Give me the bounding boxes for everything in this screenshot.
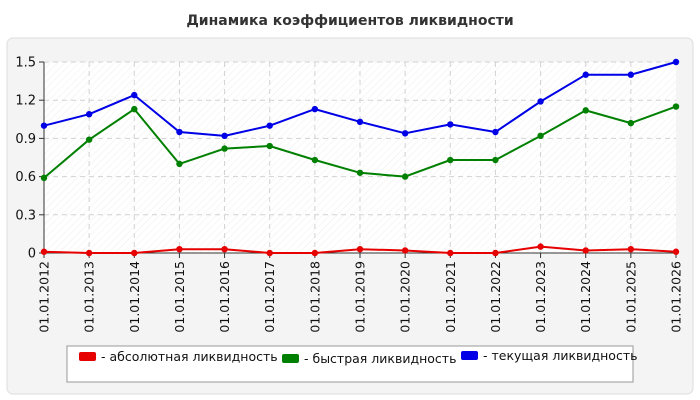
data-point-series-2 [401,173,409,180]
data-point-series-1 [85,249,93,257]
data-point-series-1 [356,245,364,253]
legend-swatch-1 [79,352,96,361]
data-point-series-1 [627,245,635,253]
data-point-series-2 [311,156,319,164]
x-tick-label: 01.01.2021 [443,261,458,333]
data-point-series-3 [40,122,48,129]
chart-title: Динамика коэффициентов ликвидности [186,13,513,29]
data-point-series-3 [85,111,93,118]
x-tick-label: 01.01.2012 [37,261,52,333]
data-point-series-1 [311,249,319,257]
data-point-series-1 [266,249,273,257]
data-point-series-1 [401,247,409,254]
legend-label-3: - текущая ликвидность [483,348,637,363]
data-point-series-3 [176,128,183,136]
y-tick-label: 0.9 [15,132,36,147]
data-point-series-3 [492,128,499,136]
data-point-series-3 [447,121,454,128]
data-point-series-1 [492,249,499,257]
data-point-series-1 [537,243,544,250]
x-tick-label: 01.01.2018 [307,261,322,333]
data-point-series-3 [221,132,228,140]
data-point-series-1 [672,248,680,255]
y-axis-ticks: 0 0.3 0.6 0.9 1.2 1.5 [15,56,44,262]
data-point-series-3 [401,130,409,137]
data-point-series-2 [266,142,273,150]
data-point-series-2 [582,107,589,114]
data-point-series-2 [131,105,138,113]
data-point-series-2 [40,174,48,182]
data-point-series-3 [266,122,273,129]
data-point-series-3 [537,98,544,105]
data-point-series-2 [176,160,183,168]
x-tick-label: 01.01.2023 [533,261,548,333]
x-tick-label: 01.01.2015 [172,261,187,333]
data-point-series-3 [131,91,138,99]
data-point-series-1 [40,248,48,255]
legend-label-1: - абсолютная ликвидность [101,349,278,364]
x-tick-label: 01.01.2024 [578,261,593,333]
data-point-series-2 [672,103,680,110]
legend-swatch-3 [461,351,478,360]
y-tick-label: 0.6 [15,170,36,185]
x-tick-label: 01.01.2013 [82,261,97,333]
data-point-series-2 [537,132,544,140]
data-point-series-2 [492,156,499,164]
data-point-series-2 [356,169,364,176]
x-tick-label: 01.01.2017 [262,261,277,333]
data-point-series-3 [582,71,589,78]
data-point-series-1 [221,245,228,253]
data-point-series-2 [85,136,93,143]
x-tick-label: 01.01.2026 [669,261,684,333]
data-point-series-1 [131,249,138,257]
y-tick-label: 0.3 [15,208,36,223]
legend-label-2: - быстрая ликвидность [304,351,456,366]
x-tick-label: 01.01.2020 [398,261,413,333]
data-point-series-3 [627,71,635,78]
data-point-series-3 [311,105,319,113]
x-tick-label: 01.01.2025 [623,261,638,333]
data-point-series-2 [221,145,228,152]
data-point-series-2 [627,119,635,127]
x-axis-ticks: 01.01.2012 01.01.2013 01.01.2014 01.01.2015… [37,253,684,333]
y-tick-label: 1.2 [15,94,36,109]
series-layer [40,58,680,257]
legend-swatch-2 [282,354,299,363]
legend-box [66,345,634,383]
legend: - абсолютная ликвидность - быстрая ликвид… [79,348,637,366]
data-point-series-1 [447,249,454,257]
data-point-series-3 [356,118,364,126]
x-tick-label: 01.01.2022 [488,261,503,333]
x-tick-label: 01.01.2016 [217,261,232,333]
data-point-series-1 [582,247,589,254]
y-tick-label: 0 [28,247,36,262]
data-point-series-3 [672,58,680,66]
data-point-series-2 [447,156,454,164]
y-tick-label: 1.5 [15,56,36,71]
data-point-series-1 [176,245,183,253]
x-tick-label: 01.01.2014 [127,261,142,333]
x-tick-label: 01.01.2019 [353,261,368,333]
